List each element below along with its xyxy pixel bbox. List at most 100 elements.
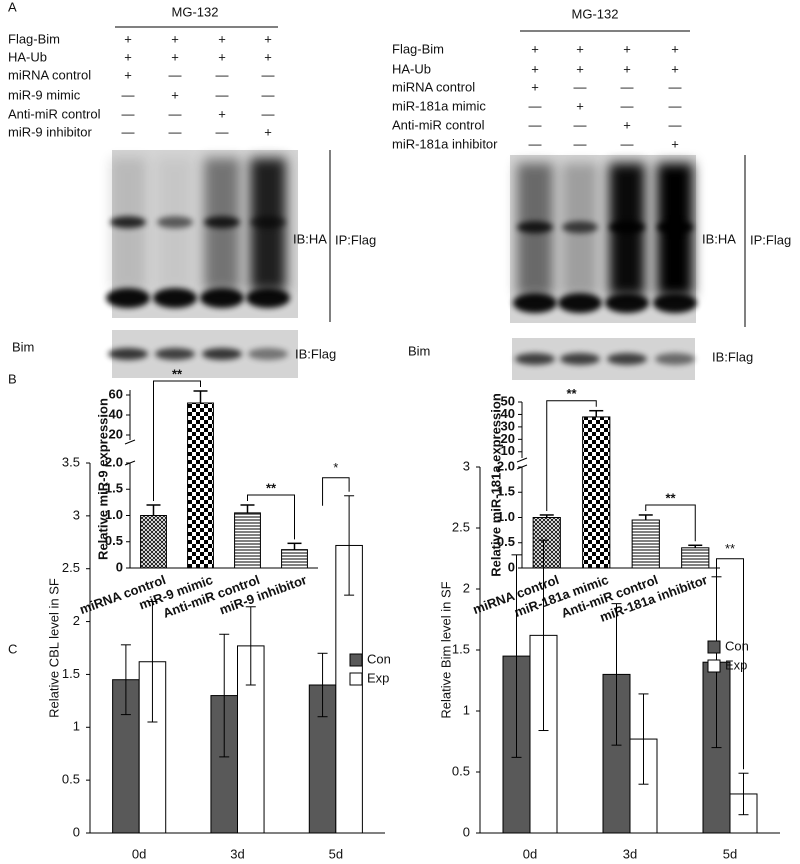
bar — [187, 402, 214, 569]
row-label: miRNA control — [8, 67, 91, 82]
legend-swatch — [349, 672, 363, 686]
x-tick-label: 5d — [329, 846, 343, 861]
y-tick-label: 30 — [501, 418, 515, 433]
significance-label: * — [333, 460, 338, 475]
band — [106, 288, 150, 308]
band — [513, 293, 557, 313]
y-tick-label: 10 — [501, 443, 515, 458]
axis-break — [516, 457, 528, 463]
significance-label: ** — [665, 490, 676, 505]
band — [653, 293, 697, 313]
band — [248, 348, 288, 360]
sign: + — [671, 61, 679, 76]
y-tick-label: 1.0 — [105, 507, 123, 522]
sign: + — [124, 67, 132, 82]
panel-label: C — [8, 641, 17, 656]
y-tick-label: 50 — [501, 393, 515, 408]
bar-chart: 0 0.5 1 1.5 2 2.5 3 Relative Bim level in SF 0d 3… — [438, 458, 780, 861]
row-label: miR-9 mimic — [8, 87, 81, 102]
y-tick-label: 0.5 — [452, 763, 470, 778]
bar — [631, 519, 660, 569]
antibody-label: IB:Flag — [295, 346, 336, 361]
x-tick-label: 0d — [132, 846, 146, 861]
band — [204, 216, 240, 229]
y-tick-label: 0.5 — [62, 772, 80, 787]
sign: — — [169, 106, 182, 121]
sign: — — [216, 67, 229, 82]
significance-label: ** — [725, 541, 735, 556]
x-tick-label: 5d — [723, 846, 737, 861]
y-tick-label: 2.5 — [452, 519, 470, 534]
band — [558, 293, 602, 313]
row-label: miR-181a mimic — [392, 98, 486, 113]
row-label: HA-Ub — [8, 49, 47, 64]
sign: — — [169, 124, 182, 139]
legend-label: Con — [725, 638, 749, 653]
y-tick-label: 0 — [73, 824, 80, 839]
band — [108, 348, 148, 360]
band — [157, 216, 193, 229]
sign: — — [669, 117, 682, 132]
sign: + — [124, 49, 132, 64]
legend-label: Exp — [367, 670, 389, 685]
sign: + — [623, 61, 631, 76]
sign: + — [671, 41, 679, 56]
bar — [281, 549, 308, 569]
legend-swatch — [707, 640, 721, 654]
band — [562, 221, 598, 234]
sign: — — [529, 136, 542, 151]
sign: — — [574, 136, 587, 151]
sign: — — [122, 87, 135, 102]
sign: — — [216, 124, 229, 139]
y-tick-label: 2 — [463, 580, 470, 595]
sign: + — [531, 41, 539, 56]
row-label: HA-Ub — [392, 61, 431, 76]
y-tick-label: 1.0 — [497, 509, 515, 524]
y-tick-label: 3 — [463, 458, 470, 473]
y-tick-label: 2.0 — [105, 454, 123, 469]
sign: — — [669, 98, 682, 113]
band — [250, 216, 286, 229]
sign: — — [122, 124, 135, 139]
treatment-title: MG-132 — [572, 6, 619, 21]
sign: + — [171, 31, 179, 46]
y-axis-label: Relative miR-181a expression — [488, 393, 503, 577]
band — [560, 353, 600, 365]
y-tick-label: 0.5 — [105, 533, 123, 548]
ip-label: IP:Flag — [335, 232, 376, 247]
legend-label: Con — [367, 651, 391, 666]
x-tick-label: 3d — [230, 846, 244, 861]
row-label: miR-181a inhibitor — [392, 136, 498, 151]
sign: — — [122, 106, 135, 121]
y-tick-label: 3 — [73, 507, 80, 522]
sign: — — [262, 106, 275, 121]
sign: — — [621, 136, 634, 151]
legend-swatch — [349, 653, 363, 667]
y-tick-label: 1.5 — [452, 641, 470, 656]
y-tick-label: 3.5 — [62, 454, 80, 469]
significance-bracket — [716, 558, 744, 770]
significance-label: ** — [172, 366, 183, 381]
sign: — — [621, 98, 634, 113]
significance-bracket — [153, 380, 201, 501]
significance-bracket — [546, 400, 597, 511]
band — [517, 221, 553, 234]
y-tick-label: 20 — [109, 426, 123, 441]
y-tick-label: 1.5 — [62, 666, 80, 681]
sign: — — [574, 117, 587, 132]
sign: — — [169, 67, 182, 82]
sign: + — [576, 98, 584, 113]
band — [609, 221, 645, 234]
sign: — — [574, 79, 587, 94]
treatment-title: MG-132 — [172, 4, 219, 19]
axis-break — [124, 439, 136, 445]
antibody-label: IB:Flag — [712, 349, 753, 364]
sign: — — [262, 87, 275, 102]
band — [657, 221, 693, 234]
y-tick-label: 1.5 — [497, 484, 515, 499]
y-tick-label: 0 — [508, 559, 515, 574]
y-tick-label: 1 — [73, 719, 80, 734]
sign: + — [171, 49, 179, 64]
